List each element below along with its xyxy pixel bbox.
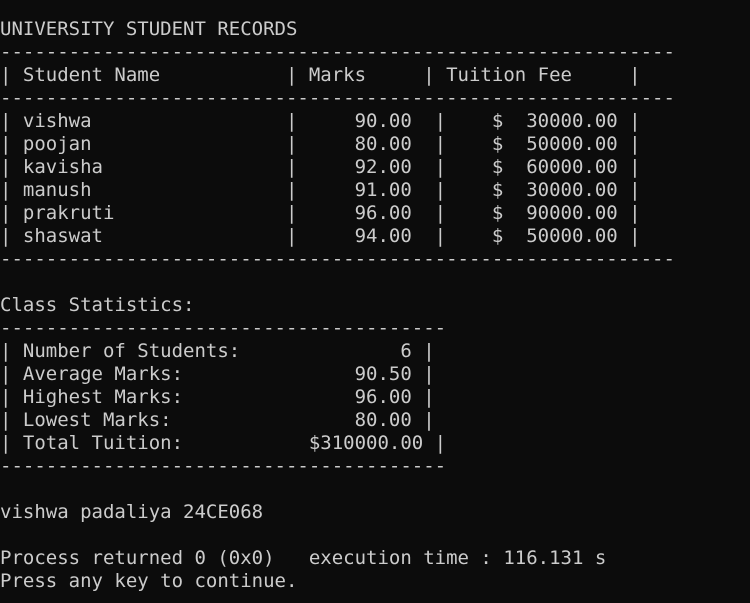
- stats-line: | Total Tuition: $310000.00 |: [0, 432, 447, 454]
- stats-line: | Lowest Marks: 80.00 |: [0, 409, 435, 431]
- table-row: | poojan | 80.00 | $ 50000.00 |: [0, 133, 641, 155]
- table-row: | manush | 91.00 | $ 30000.00 |: [0, 179, 641, 201]
- report-title: UNIVERSITY STUDENT RECORDS: [0, 18, 298, 40]
- process-status-line: Process returned 0 (0x0) execution time …: [0, 547, 607, 569]
- table-row: | vishwa | 90.00 | $ 30000.00 |: [0, 110, 641, 132]
- stats-bottom-rule: ---------------------------------------: [0, 455, 447, 477]
- table-row: | prakruti | 96.00 | $ 90000.00 |: [0, 202, 641, 224]
- table-header-row: | Student Name | Marks | Tuition Fee |: [0, 64, 641, 86]
- blank-line: [0, 524, 750, 547]
- continue-prompt: Press any key to continue.: [0, 570, 298, 592]
- table-header-rule: ----------------------------------------…: [0, 87, 675, 109]
- table-row: | shaswat | 94.00 | $ 50000.00 |: [0, 225, 641, 247]
- stats-top-rule: ---------------------------------------: [0, 317, 447, 339]
- blank-line: [0, 478, 750, 501]
- stats-line: | Number of Students: 6 |: [0, 340, 435, 362]
- table-top-rule: ----------------------------------------…: [0, 41, 675, 63]
- table-bottom-rule: ----------------------------------------…: [0, 248, 675, 270]
- table-row: | kavisha | 92.00 | $ 60000.00 |: [0, 156, 641, 178]
- author-line: vishwa padaliya 24CE068: [0, 501, 264, 523]
- stats-heading: Class Statistics:: [0, 294, 195, 316]
- stats-line: | Highest Marks: 96.00 |: [0, 386, 435, 408]
- blank-line: [0, 271, 750, 294]
- stats-line: | Average Marks: 90.50 |: [0, 363, 435, 385]
